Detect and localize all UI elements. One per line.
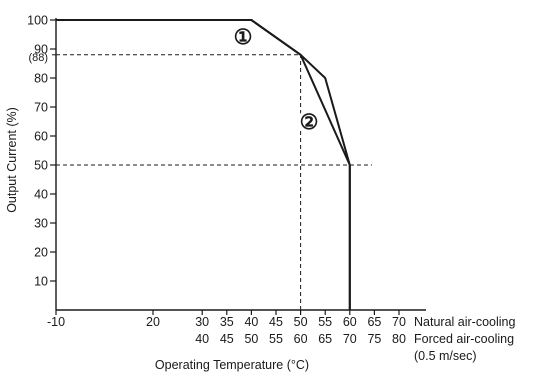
x-tick-label-row1: 55 <box>318 315 332 329</box>
x-tick-label-row2: 65 <box>318 332 332 346</box>
x-tick-label-row1: 65 <box>367 315 381 329</box>
y-tick-label: 70 <box>34 101 48 115</box>
x-row-note-2: (0.5 m/sec) <box>414 349 477 363</box>
series-line-2 <box>56 19 351 310</box>
y-tick-label: 90 <box>34 43 48 57</box>
y-axis-title: Output Current (%) <box>5 107 19 213</box>
series <box>56 19 351 310</box>
x-tick-label-row2: 60 <box>294 332 308 346</box>
series-2-marker: ② <box>300 111 319 134</box>
x-tick-label-row1: 70 <box>392 315 406 329</box>
y-tick-label: 100 <box>27 14 48 28</box>
x-tick-label-row1: 20 <box>146 315 160 329</box>
y-tick-label: 20 <box>34 246 48 260</box>
x-tick-label-row2: 75 <box>367 332 381 346</box>
y-tick-label: 60 <box>34 130 48 144</box>
x-tick-label-row1: 45 <box>269 315 283 329</box>
x-tick-label-row1: 50 <box>294 315 308 329</box>
x-tick-label-row2: 80 <box>392 332 406 346</box>
series-marker-bg-1 <box>231 24 255 48</box>
x-tick-label-row1: 30 <box>195 315 209 329</box>
x-row-name-2: Forced air-cooling <box>414 332 514 346</box>
x-tick-label-row2: 70 <box>343 332 357 346</box>
x-row-name-1: Natural air-cooling <box>414 315 515 329</box>
y-tick-label-88: (88) <box>28 52 48 64</box>
y-tick-label: 50 <box>34 159 48 173</box>
x-tick-label-row1: 40 <box>244 315 258 329</box>
x-tick-label-row1: 35 <box>220 315 234 329</box>
tick-labels: 10 20 30 40 50 60 70 80 90 100 (88) -10 20 30 35 40 45 50… <box>27 14 515 364</box>
axes <box>50 18 426 315</box>
series-1-marker: ① <box>234 26 253 49</box>
y-tick-label: 80 <box>34 72 48 86</box>
x-tick-label-row1: -10 <box>47 315 65 329</box>
x-axis-title: Operating Temperature (°C) <box>155 358 309 372</box>
x-tick-label-row2: 45 <box>220 332 234 346</box>
reference-lines <box>56 54 372 310</box>
y-tick-label: 40 <box>34 188 48 202</box>
x-tick-label-row2: 40 <box>195 332 209 346</box>
y-tick-label: 10 <box>34 275 48 289</box>
series-marker-bg-2 <box>297 109 321 133</box>
x-tick-label-row2: 50 <box>244 332 258 346</box>
x-tick-label-row2: 55 <box>269 332 283 346</box>
x-tick-label-row1: 60 <box>343 315 357 329</box>
y-tick-label: 30 <box>34 217 48 231</box>
